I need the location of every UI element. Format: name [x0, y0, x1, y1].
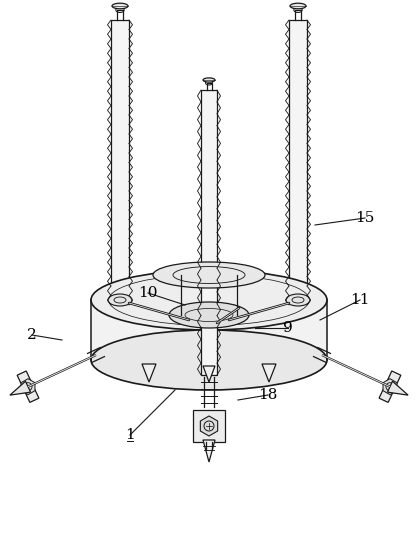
Polygon shape [17, 371, 39, 402]
Polygon shape [262, 364, 276, 382]
Ellipse shape [91, 270, 327, 330]
Polygon shape [201, 90, 217, 375]
Text: 10: 10 [138, 286, 158, 300]
Polygon shape [383, 379, 397, 395]
Text: 11: 11 [350, 293, 370, 307]
Ellipse shape [290, 3, 306, 9]
Text: 2: 2 [27, 328, 37, 342]
Polygon shape [111, 20, 129, 305]
Text: 1: 1 [125, 428, 135, 442]
Ellipse shape [169, 302, 249, 328]
Polygon shape [388, 381, 408, 395]
Polygon shape [91, 300, 327, 360]
Polygon shape [200, 416, 217, 436]
Ellipse shape [108, 294, 132, 306]
Polygon shape [289, 20, 307, 305]
Text: 15: 15 [355, 211, 375, 225]
Text: 18: 18 [258, 388, 278, 402]
Polygon shape [142, 364, 156, 382]
Polygon shape [203, 440, 215, 462]
Text: 9: 9 [283, 321, 293, 335]
Ellipse shape [153, 262, 265, 288]
Ellipse shape [203, 78, 215, 82]
Polygon shape [203, 366, 215, 382]
Polygon shape [193, 410, 225, 442]
Polygon shape [379, 371, 401, 402]
Ellipse shape [205, 81, 212, 85]
Ellipse shape [294, 8, 302, 12]
Ellipse shape [286, 294, 310, 306]
Ellipse shape [112, 3, 128, 9]
Polygon shape [21, 379, 35, 395]
Ellipse shape [116, 8, 124, 12]
Polygon shape [10, 381, 31, 395]
Ellipse shape [91, 330, 327, 390]
